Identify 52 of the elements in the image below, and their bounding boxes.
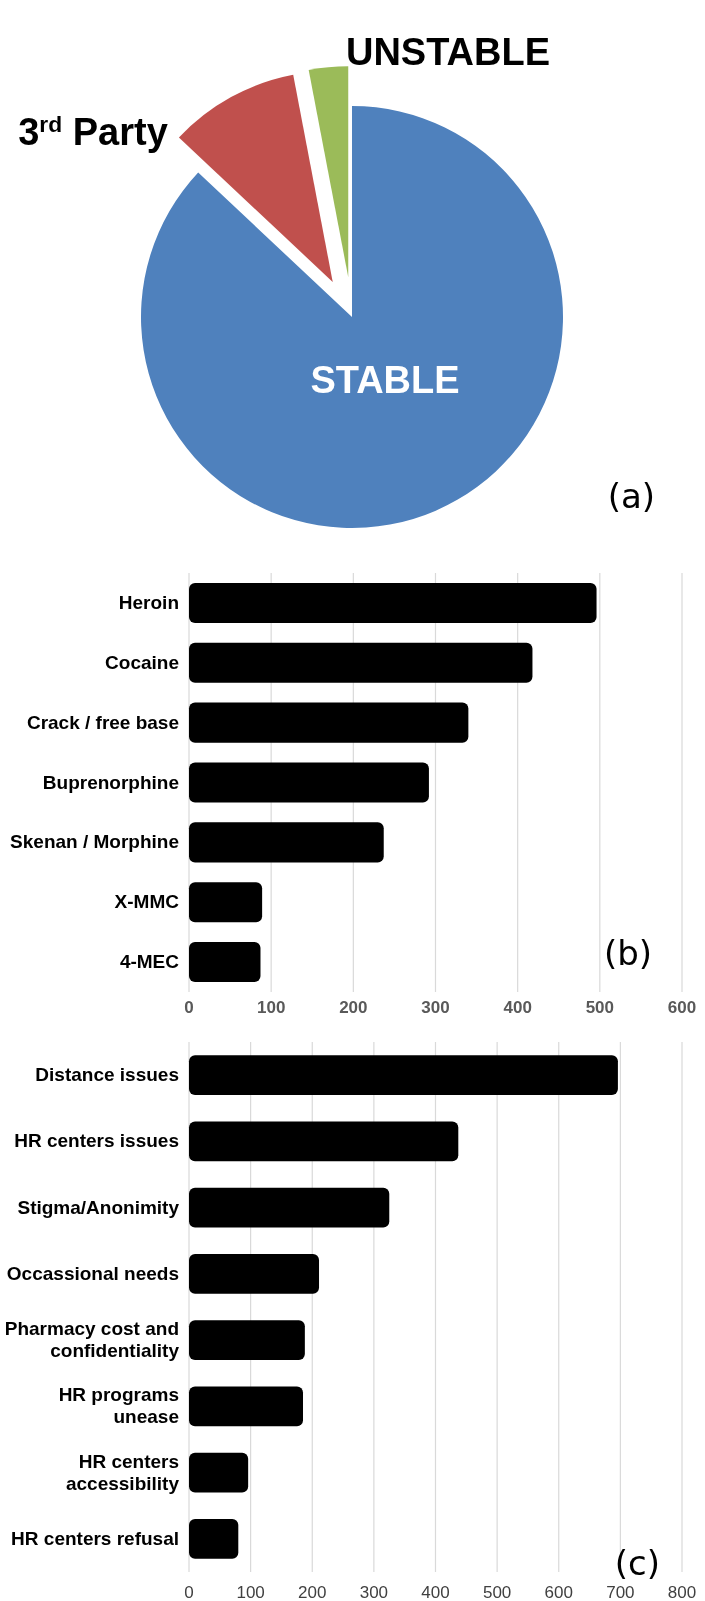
bar [189, 1187, 390, 1228]
bar [189, 1452, 249, 1493]
bar [189, 1386, 304, 1427]
bar [189, 1121, 459, 1162]
x-tick-label: 500 [482, 1583, 512, 1601]
bar [189, 762, 429, 803]
y-tick-label: Cocaine [105, 651, 179, 673]
bar [189, 1055, 618, 1095]
x-tick-label: 300 [359, 1583, 389, 1601]
bar [189, 702, 469, 743]
y-tick-label: Occassional needs [6, 1262, 179, 1284]
x-tick-label: 600 [667, 998, 697, 1017]
y-tick-label: Crack / free base [26, 711, 179, 733]
y-tick-label: X-MMC [114, 891, 180, 913]
x-tick-label: 500 [585, 998, 615, 1017]
y-tick-label: Distance issues [35, 1064, 179, 1086]
y-tick-label: HR programs unease [58, 1384, 179, 1428]
x-tick-label: 200 [339, 998, 368, 1017]
slice-label: STABLE [310, 359, 460, 401]
slice-label: UNSTABLE [345, 31, 551, 73]
x-tick-label: 100 [256, 998, 286, 1017]
y-tick-label: HR centers accessibility [65, 1450, 180, 1494]
annotation: (b) [603, 933, 652, 973]
y-tick-label: Pharmacy cost and confidentiality [4, 1318, 180, 1362]
bar [189, 942, 261, 983]
x-tick-label: 700 [606, 1583, 635, 1601]
annotation: (c) [614, 1543, 660, 1583]
y-tick-label: Heroin [118, 591, 179, 613]
bar [189, 642, 533, 683]
bar [189, 822, 384, 863]
bar [189, 882, 263, 923]
x-tick-label: 400 [503, 998, 532, 1017]
y-tick-label: HR centers issues [14, 1130, 179, 1152]
x-tick-label: 600 [544, 1583, 573, 1601]
y-tick-label: Buprenorphine [42, 771, 179, 793]
x-tick-label: 200 [298, 1583, 327, 1601]
x-tick-label: 300 [421, 998, 450, 1017]
text: (a) [607, 476, 655, 516]
bar [189, 1519, 239, 1559]
x-tick-label: 100 [236, 1583, 265, 1601]
x-tick-label: 0 [184, 998, 194, 1017]
y-tick-label: Stigma/Anonimity [17, 1196, 180, 1218]
bar [189, 1254, 320, 1294]
y-tick-label: HR centers refusal [11, 1527, 179, 1549]
y-tick-label: Skenan / Morphine [10, 831, 179, 853]
slice-label: 3$^{rd}$ Party [18, 111, 168, 153]
x-tick-label: 0 [184, 1583, 194, 1601]
bar [189, 1320, 305, 1360]
x-tick-label: 800 [667, 1583, 697, 1601]
y-tick-label: 4-MEC [119, 951, 180, 973]
bar [189, 582, 597, 623]
x-tick-label: 400 [421, 1583, 450, 1601]
